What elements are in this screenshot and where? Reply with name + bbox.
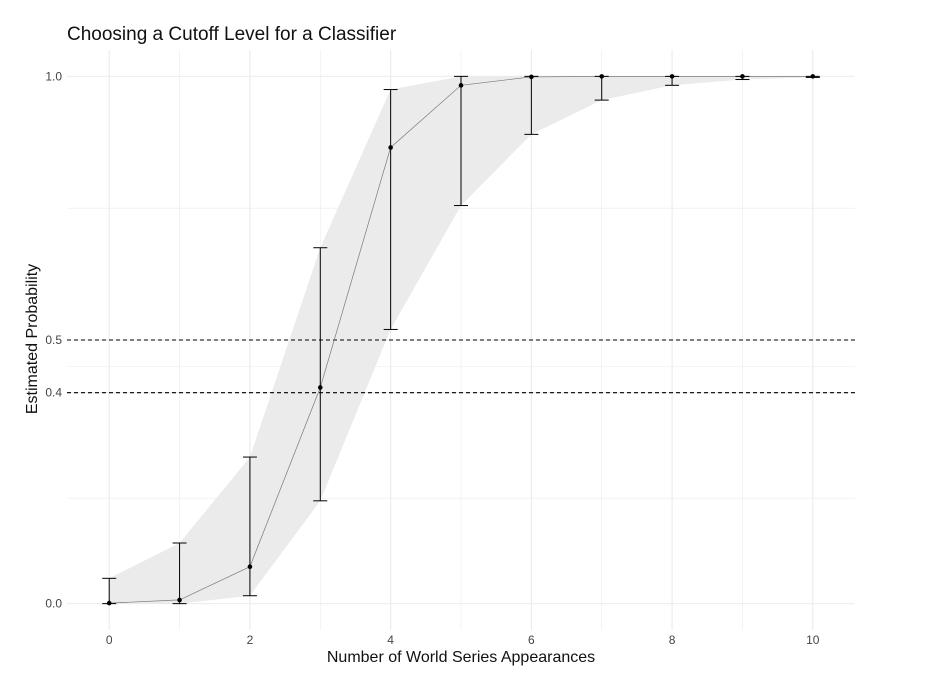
data-point bbox=[177, 597, 182, 603]
error-bar bbox=[242, 456, 257, 597]
x-tick-label: 6 bbox=[528, 633, 535, 647]
x-tick-label: 2 bbox=[247, 633, 254, 647]
data-point bbox=[458, 83, 464, 88]
data-point bbox=[529, 74, 534, 80]
x-tick-label: 4 bbox=[387, 633, 394, 647]
x-axis-label: Number of World Series Appearances bbox=[327, 649, 595, 666]
error-bar bbox=[172, 542, 187, 605]
reference-lines bbox=[67, 339, 855, 394]
y-axis-tick-labels: 0.0 0.4 0.5 1.0 bbox=[45, 69, 62, 610]
chart-title: Choosing a Cutoff Level for a Classifier bbox=[67, 24, 397, 45]
error-bar bbox=[313, 247, 328, 502]
x-tick-label: 8 bbox=[669, 633, 676, 647]
x-tick-label: 0 bbox=[106, 633, 113, 647]
y-tick-label: 0.5 bbox=[45, 333, 62, 347]
error-bar bbox=[383, 89, 398, 330]
y-tick-label: 0.0 bbox=[45, 597, 62, 611]
y-tick-label: 0.4 bbox=[45, 386, 62, 400]
y-axis-label: Estimated Probability bbox=[24, 264, 41, 414]
x-axis-tick-labels: 0 2 4 6 8 10 bbox=[106, 633, 820, 647]
data-point bbox=[247, 564, 253, 570]
error-bars bbox=[102, 75, 820, 605]
y-tick-label: 1.0 bbox=[45, 69, 62, 83]
x-tick-label: 10 bbox=[806, 633, 820, 647]
data-point bbox=[317, 385, 323, 390]
confidence-ribbon-group bbox=[109, 76, 813, 604]
data-point bbox=[740, 74, 745, 79]
confidence-ribbon bbox=[109, 76, 813, 604]
data-point bbox=[599, 74, 605, 79]
data-point bbox=[388, 145, 393, 150]
data-point bbox=[669, 74, 675, 79]
data-point bbox=[810, 74, 816, 79]
data-point bbox=[106, 600, 112, 606]
data-points bbox=[106, 74, 816, 606]
error-bar bbox=[454, 75, 468, 207]
